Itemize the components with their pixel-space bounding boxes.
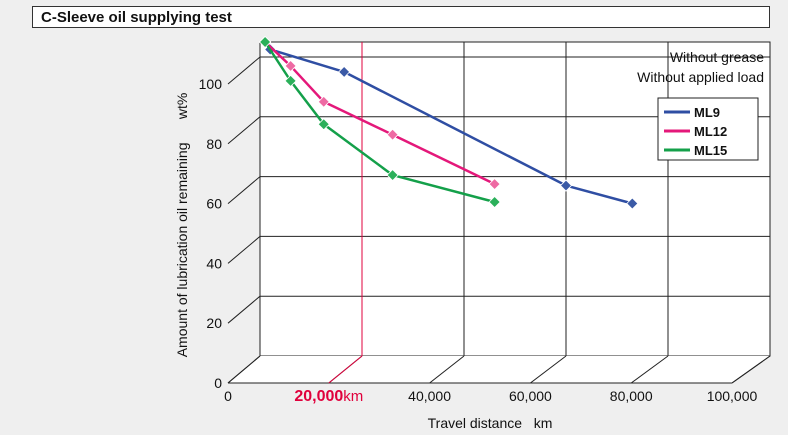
floor-right-edge: [731, 355, 771, 384]
legend: ML9 ML12 ML15: [657, 97, 759, 161]
y-tick-label: 60: [206, 196, 222, 212]
grid: [227, 41, 771, 384]
y-axis-label: Amount of lubrication oil remaining wt%: [174, 93, 190, 358]
x-axis-label: Travel distance km: [428, 415, 553, 431]
x-tick-label: 0: [224, 388, 232, 404]
data-point-marker: [386, 169, 399, 182]
data-point-marker: [284, 59, 297, 72]
title-box: C-Sleeve oil supplying test: [32, 6, 770, 28]
depth-line-x: [429, 355, 465, 384]
data-point-marker: [559, 179, 573, 192]
depth-line-x: [227, 355, 261, 384]
data-point-marker: [259, 35, 272, 49]
marker-value: 20,000: [294, 388, 343, 405]
y-tick-label: 100: [199, 76, 223, 92]
depth-line-x: [630, 355, 669, 384]
data-point-marker: [626, 197, 639, 210]
notes: Without grease Without applied load: [568, 49, 764, 85]
distance-marker: 20,000km: [294, 42, 363, 405]
legend-label: ML12: [694, 124, 727, 139]
marker-label: 20,000km: [294, 388, 363, 405]
depth-tick-y: [227, 176, 261, 204]
plot-floor: [228, 356, 770, 383]
data-point-marker: [386, 128, 399, 141]
marker-depth-line: [328, 355, 363, 384]
x-tick-label: 60,000: [509, 388, 552, 404]
plot-back-plane: [259, 41, 771, 357]
y-tick-label: 20: [206, 315, 222, 331]
marker-unit: km: [343, 388, 363, 405]
y-ticks: 0 20 40 60 80 100: [199, 76, 223, 391]
data-point-marker: [488, 195, 501, 209]
note-text: Without applied load: [637, 69, 764, 85]
x-tick-label: 100,000: [707, 388, 758, 404]
data-point-marker: [317, 95, 330, 108]
x-tick-label: 40,000: [408, 388, 451, 404]
legend-label: ML15: [694, 143, 727, 158]
y-tick-label: 80: [206, 136, 222, 152]
depth-tick-y: [227, 235, 261, 264]
depth-tick-y: [227, 56, 261, 85]
note-text: Without grease: [670, 49, 764, 65]
y-tick-label: 40: [206, 255, 222, 271]
data-point-marker: [284, 74, 297, 87]
data-point-marker: [488, 177, 501, 191]
data-point-marker: [338, 65, 351, 78]
chart-title: C-Sleeve oil supplying test: [41, 9, 232, 26]
depth-line-x: [530, 355, 567, 384]
y-tick-label: 0: [214, 375, 222, 391]
data-point-marker: [317, 118, 330, 131]
x-ticks: 0 40,000 60,000 80,000 100,000: [224, 388, 757, 404]
depth-tick-y: [227, 116, 261, 145]
legend-label: ML9: [694, 105, 720, 120]
series-layer: [259, 35, 639, 210]
series-ml15: [259, 35, 501, 209]
depth-tick-y: [227, 295, 261, 324]
x-tick-label: 80,000: [610, 388, 653, 404]
